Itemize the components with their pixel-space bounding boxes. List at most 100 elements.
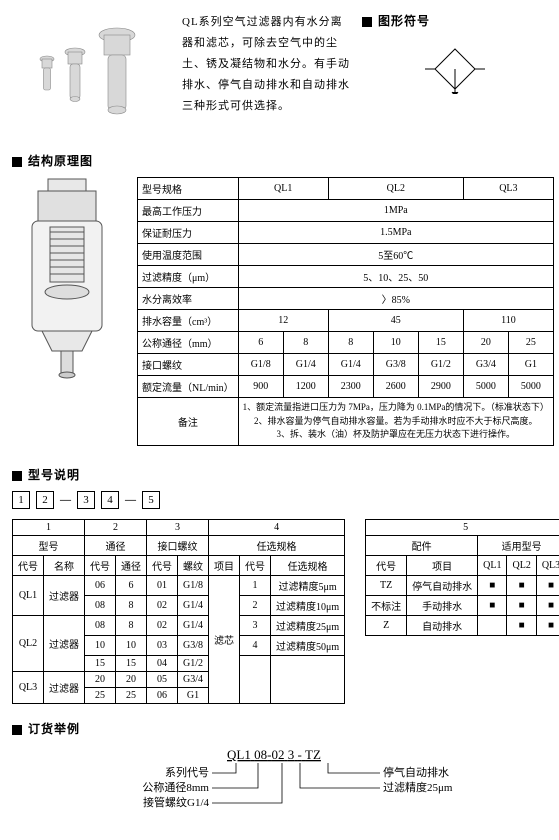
nominal-2: 8 xyxy=(328,332,373,354)
structure-row: 型号规格 QL1 QL2 QL3 最高工作压力1MPa 保证耐压力1.5MPa … xyxy=(12,177,547,446)
t1-h-2: 3 xyxy=(147,519,209,535)
t5-h3-4: QL3 xyxy=(536,555,559,575)
flow-label: 额定流量（NL/min） xyxy=(138,376,239,398)
thread-label: 接口螺纹 xyxy=(138,354,239,376)
spec-table: 型号规格 QL1 QL2 QL3 最高工作压力1MPa 保证耐压力1.5MPa … xyxy=(137,177,554,446)
t1-r3-7: 4 xyxy=(240,635,271,655)
t1-h-3: 4 xyxy=(209,519,345,535)
structure-title: 结构原理图 xyxy=(12,152,547,169)
t1-r3-4: 03 xyxy=(147,635,178,655)
t1-r5-5: G3/4 xyxy=(178,671,209,687)
structure-diagram xyxy=(12,177,122,397)
drain-label: 排水容量（cm³） xyxy=(138,310,239,332)
t1-blank-a xyxy=(240,655,271,703)
code-box-5: 5 xyxy=(142,491,160,509)
t5-r0-1: 停气自动排水 xyxy=(407,575,478,595)
model-table-5: 5 配件 适用型号 代号 项目 QL1 QL2 QL3 TZ 停气自动排水 ■ … xyxy=(365,519,559,636)
flow-6: 5000 xyxy=(508,376,553,398)
t1-r0-1: 过滤器 xyxy=(44,575,85,615)
spec-row-1-val: 1.5MPa xyxy=(238,222,553,244)
t5-r2-0: Z xyxy=(366,615,407,635)
t1-r5-2: 20 xyxy=(85,671,116,687)
model-title: 型号说明 xyxy=(12,466,547,483)
t1-h2-0: 型号 xyxy=(13,535,85,555)
t5-h2b: 适用型号 xyxy=(478,535,559,555)
t5-r2-2 xyxy=(478,615,507,635)
dash-2: — xyxy=(125,494,136,506)
t5-h3-2: QL1 xyxy=(478,555,507,575)
t1-r4-2: 15 xyxy=(85,655,116,671)
t1-h2-1: 通径 xyxy=(85,535,147,555)
t1-r6-4: 06 xyxy=(147,687,178,703)
notes-label: 备注 xyxy=(138,398,239,446)
t1-r6-3: 25 xyxy=(116,687,147,703)
t1-r6-2: 25 xyxy=(85,687,116,703)
drain-ql3: 110 xyxy=(463,310,553,332)
code-box-2: 2 xyxy=(36,491,54,509)
intro-text: QL系列空气过滤器内有水分离器和滤芯，可除去空气中的尘土、锈及凝结物和水分。有手… xyxy=(172,12,362,116)
t1-h3-8: 任选规格 xyxy=(271,555,345,575)
t1-r5-3: 20 xyxy=(116,671,147,687)
order-ll-1: 公称通径8mm xyxy=(142,780,209,794)
t1-r4-4: 04 xyxy=(147,655,178,671)
nominal-1: 8 xyxy=(283,332,328,354)
t5-r2-1: 自动排水 xyxy=(407,615,478,635)
t1-r0-3: 6 xyxy=(116,575,147,595)
t5-r1-4: ■ xyxy=(536,595,559,615)
t5-r0-0: TZ xyxy=(366,575,407,595)
t1-blank-b xyxy=(271,655,345,703)
t5-r2-4: ■ xyxy=(536,615,559,635)
thread-1: G1/4 xyxy=(283,354,328,376)
flow-0: 900 xyxy=(238,376,283,398)
order-code-text: QL1 08-02 3 - TZ xyxy=(227,747,321,762)
t5-h-0: 5 xyxy=(366,519,559,535)
t5-r1-3: ■ xyxy=(507,595,536,615)
t1-h3-5: 螺纹 xyxy=(178,555,209,575)
t1-r4-3: 15 xyxy=(116,655,147,671)
t5-h3-0: 代号 xyxy=(366,555,407,575)
symbol-section: 图形符号 xyxy=(362,12,547,97)
t5-h3-1: 项目 xyxy=(407,555,478,575)
code-box-1: 1 xyxy=(12,491,30,509)
t1-r2-3: 8 xyxy=(116,615,147,635)
t1-r4-5: G1/2 xyxy=(178,655,209,671)
model-tables-row: 1 2 3 4 型号 通径 接口螺纹 任选规格 代号 名称 代号 通径 代号 螺… xyxy=(12,519,547,704)
t1-r3-3: 10 xyxy=(116,635,147,655)
nominal-0: 6 xyxy=(238,332,283,354)
spec-row-1-label: 保证耐压力 xyxy=(138,222,239,244)
t1-r0-0: QL1 xyxy=(13,575,44,615)
order-diagram: QL1 08-02 3 - TZ 系列代号 公称通径8mm 接管螺纹G1/4 停… xyxy=(12,745,547,825)
order-title: 订货举例 xyxy=(12,720,547,737)
t5-r2-3: ■ xyxy=(507,615,536,635)
t5-r1-0: 不标注 xyxy=(366,595,407,615)
t1-h3-4: 代号 xyxy=(147,555,178,575)
symbol-diagram xyxy=(362,44,547,97)
t1-r6-5: G1 xyxy=(178,687,209,703)
t1-r5-4: 05 xyxy=(147,671,178,687)
nominal-3: 10 xyxy=(373,332,418,354)
t1-r1-8: 过滤精度10μm xyxy=(271,595,345,615)
flow-2: 2300 xyxy=(328,376,373,398)
top-row: QL系列空气过滤器内有水分离器和滤芯，可除去空气中的尘土、锈及凝结物和水分。有手… xyxy=(12,12,547,132)
flow-3: 2600 xyxy=(373,376,418,398)
order-ll-0: 系列代号 xyxy=(165,765,209,779)
t1-r1-3: 8 xyxy=(116,595,147,615)
t1-r2-8: 过滤精度25μm xyxy=(271,615,345,635)
thread-3: G3/8 xyxy=(373,354,418,376)
t1-h3-3: 通径 xyxy=(116,555,147,575)
t1-r2-4: 02 xyxy=(147,615,178,635)
t1-r1-7: 2 xyxy=(240,595,271,615)
t5-h3-3: QL2 xyxy=(507,555,536,575)
spec-row-3-label: 过滤精度（μm） xyxy=(138,266,239,288)
spec-header-1: QL1 xyxy=(238,178,328,200)
t1-r0-8: 过滤精度5μm xyxy=(271,575,345,595)
spec-row-0-val: 1MPa xyxy=(238,200,553,222)
t5-r0-3: ■ xyxy=(507,575,536,595)
t1-r0-2: 06 xyxy=(85,575,116,595)
spec-header-0: 型号规格 xyxy=(138,178,239,200)
spec-row-2-label: 使用温度范围 xyxy=(138,244,239,266)
thread-4: G1/2 xyxy=(418,354,463,376)
t1-h3-0: 代号 xyxy=(13,555,44,575)
flow-1: 1200 xyxy=(283,376,328,398)
t5-r1-2: ■ xyxy=(478,595,507,615)
